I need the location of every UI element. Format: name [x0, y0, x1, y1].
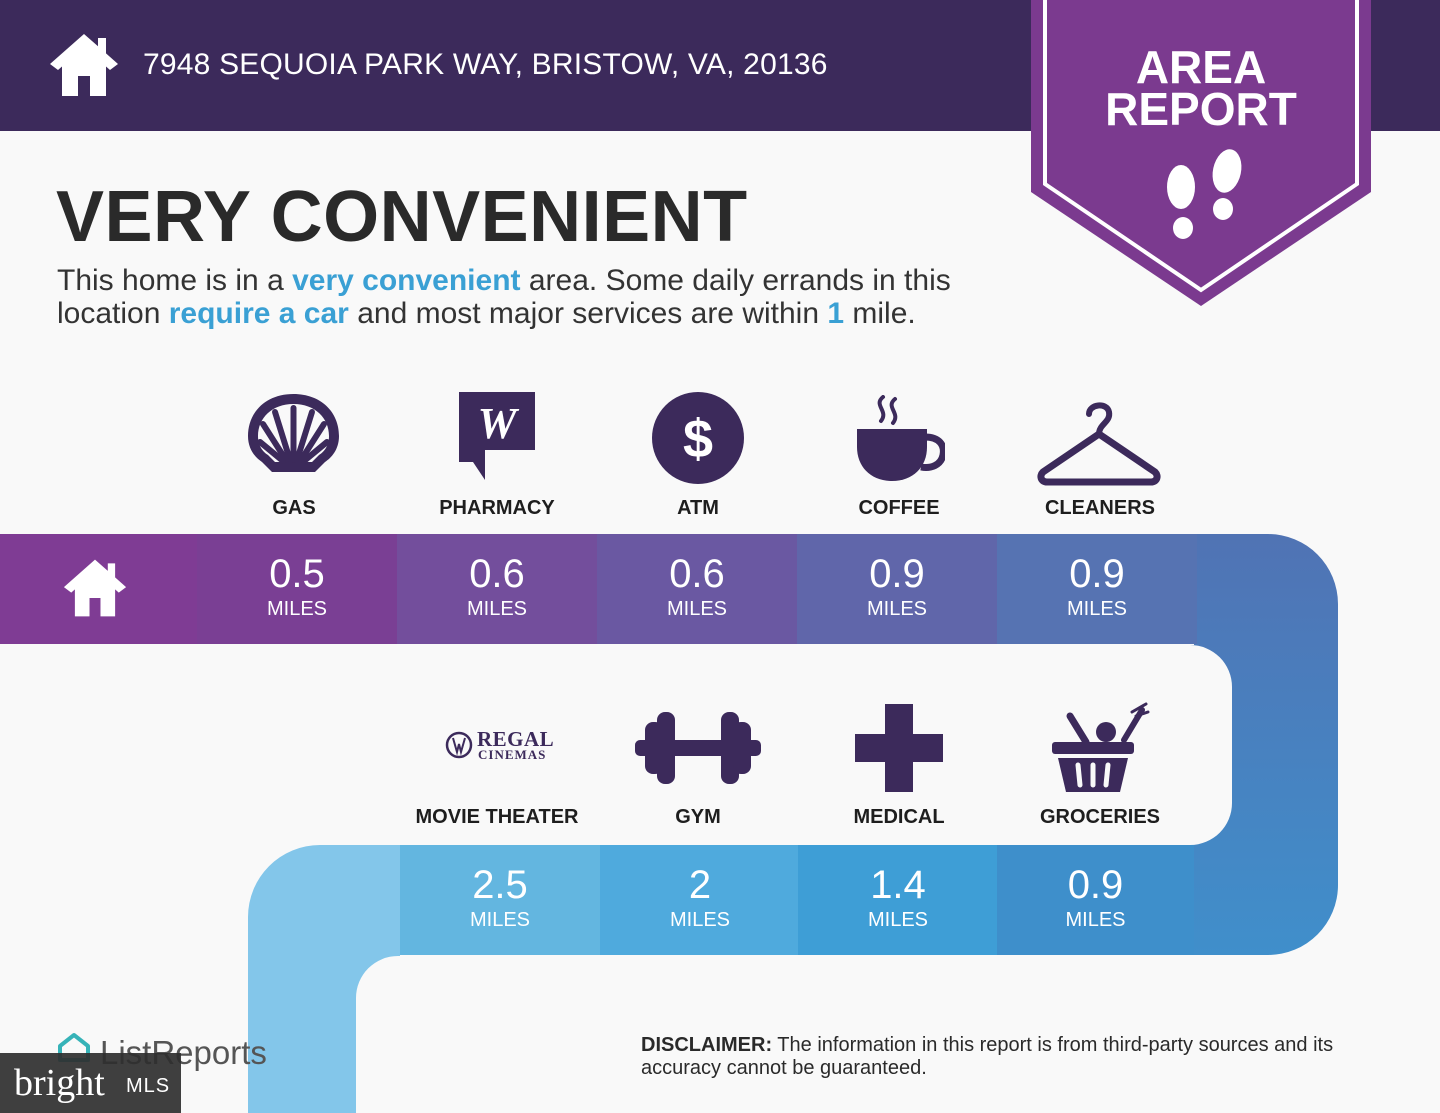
summary-part4: mile.: [844, 297, 916, 330]
regal-line2: CINEMAS: [478, 747, 547, 762]
medical-cross-icon: [855, 704, 943, 792]
distance-cell-pharmacy: 0.6 MILES: [397, 534, 597, 644]
label-groceries: GROCERIES: [1039, 806, 1161, 828]
distance-cell-cleaners: 0.9 MILES: [997, 534, 1197, 644]
summary-part1: This home is in a: [57, 264, 293, 297]
distance-value: 0.9: [1069, 552, 1125, 596]
distance-unit: MILES: [866, 598, 928, 620]
shell-icon: [248, 394, 339, 472]
dumbbell-icon: [635, 712, 761, 784]
distance-unit: MILES: [469, 909, 531, 931]
summary-text: This home is in a very convenient area. …: [57, 264, 1037, 330]
svg-text:W: W: [477, 399, 519, 448]
label-movie-theater: MOVIE THEATER: [415, 806, 579, 828]
hanger-icon: [1037, 402, 1161, 486]
label-coffee: COFFEE: [858, 497, 940, 519]
area-report-badge: [1031, 0, 1371, 306]
distance-unit: MILES: [666, 598, 728, 620]
home-icon: [63, 559, 127, 617]
distance-unit: MILES: [1066, 598, 1128, 620]
home-icon: [50, 34, 118, 96]
coffee-cup-icon: [857, 395, 945, 481]
bright-mls-word: bright: [14, 1062, 105, 1104]
distance-cell-medical: 1.4 MILES: [798, 845, 998, 955]
dollar-icon: $: [652, 392, 744, 484]
disclaimer: DISCLAIMER: The information in this repo…: [641, 1034, 1401, 1080]
distance-cell-groceries: 0.9 MILES: [997, 845, 1194, 955]
regal-cinemas-logo: [445, 731, 473, 759]
distance-cell-coffee: 0.9 MILES: [797, 534, 997, 644]
distance-unit: MILES: [867, 909, 929, 931]
convenience-headline: VERY CONVENIENT: [56, 177, 748, 257]
distance-cell-atm: 0.6 MILES: [597, 534, 797, 644]
summary-highlight-car: require a car: [168, 297, 349, 330]
footprints-icon: [1167, 149, 1242, 239]
distance-unit: MILES: [466, 598, 528, 620]
regal-cinemas-wordmark: REGAL CINEMAS: [477, 727, 555, 762]
disclaimer-text: The information in this report is from t…: [641, 1034, 1334, 1079]
svg-text:$: $: [683, 409, 713, 469]
distance-value: 0.6: [469, 552, 525, 596]
bright-mls-suffix: MLS: [126, 1075, 171, 1097]
summary-part3: and most major services are within: [348, 297, 828, 330]
label-pharmacy: PHARMACY: [439, 497, 555, 519]
distance-value: 0.6: [669, 552, 725, 596]
label-gas: GAS: [272, 497, 316, 519]
distance-cell-gym: 2 MILES: [600, 845, 800, 955]
distance-value: 0.9: [869, 552, 925, 596]
walgreens-icon: W: [459, 392, 535, 480]
distance-value: 2.5: [472, 863, 528, 907]
distance-value: 0.5: [269, 552, 325, 596]
property-address: 7948 SEQUOIA PARK WAY, BRISTOW, VA, 2013…: [143, 48, 828, 81]
distance-unit: MILES: [1065, 909, 1126, 931]
summary-highlight-convenient: very convenient: [292, 264, 521, 297]
label-atm: ATM: [677, 497, 719, 519]
distance-value: 2: [688, 863, 712, 907]
disclaimer-label: DISCLAIMER:: [641, 1034, 773, 1056]
summary-part2: area. Some daily errands in this locatio…: [57, 264, 951, 330]
distance-value: 1.4: [870, 863, 926, 907]
badge-line1: AREA: [1135, 41, 1267, 93]
bright-mls-watermark: [0, 1053, 181, 1113]
distance-value: 0.9: [1067, 863, 1124, 907]
distance-cell-movie-theater: 2.5 MILES: [400, 845, 600, 955]
grocery-basket-icon: [1052, 702, 1150, 792]
summary-highlight-distance: 1: [827, 297, 845, 330]
distance-unit: MILES: [669, 909, 731, 931]
label-medical: MEDICAL: [853, 806, 945, 828]
distance-unit: MILES: [266, 598, 328, 620]
label-cleaners: CLEANERS: [1044, 497, 1155, 519]
label-gym: GYM: [675, 806, 721, 828]
badge-title: AREA REPORT: [1031, 41, 1371, 135]
regal-line1: REGAL: [477, 727, 555, 751]
badge-line2: REPORT: [1105, 83, 1297, 135]
distance-cell-gas: 0.5 MILES: [197, 534, 397, 644]
